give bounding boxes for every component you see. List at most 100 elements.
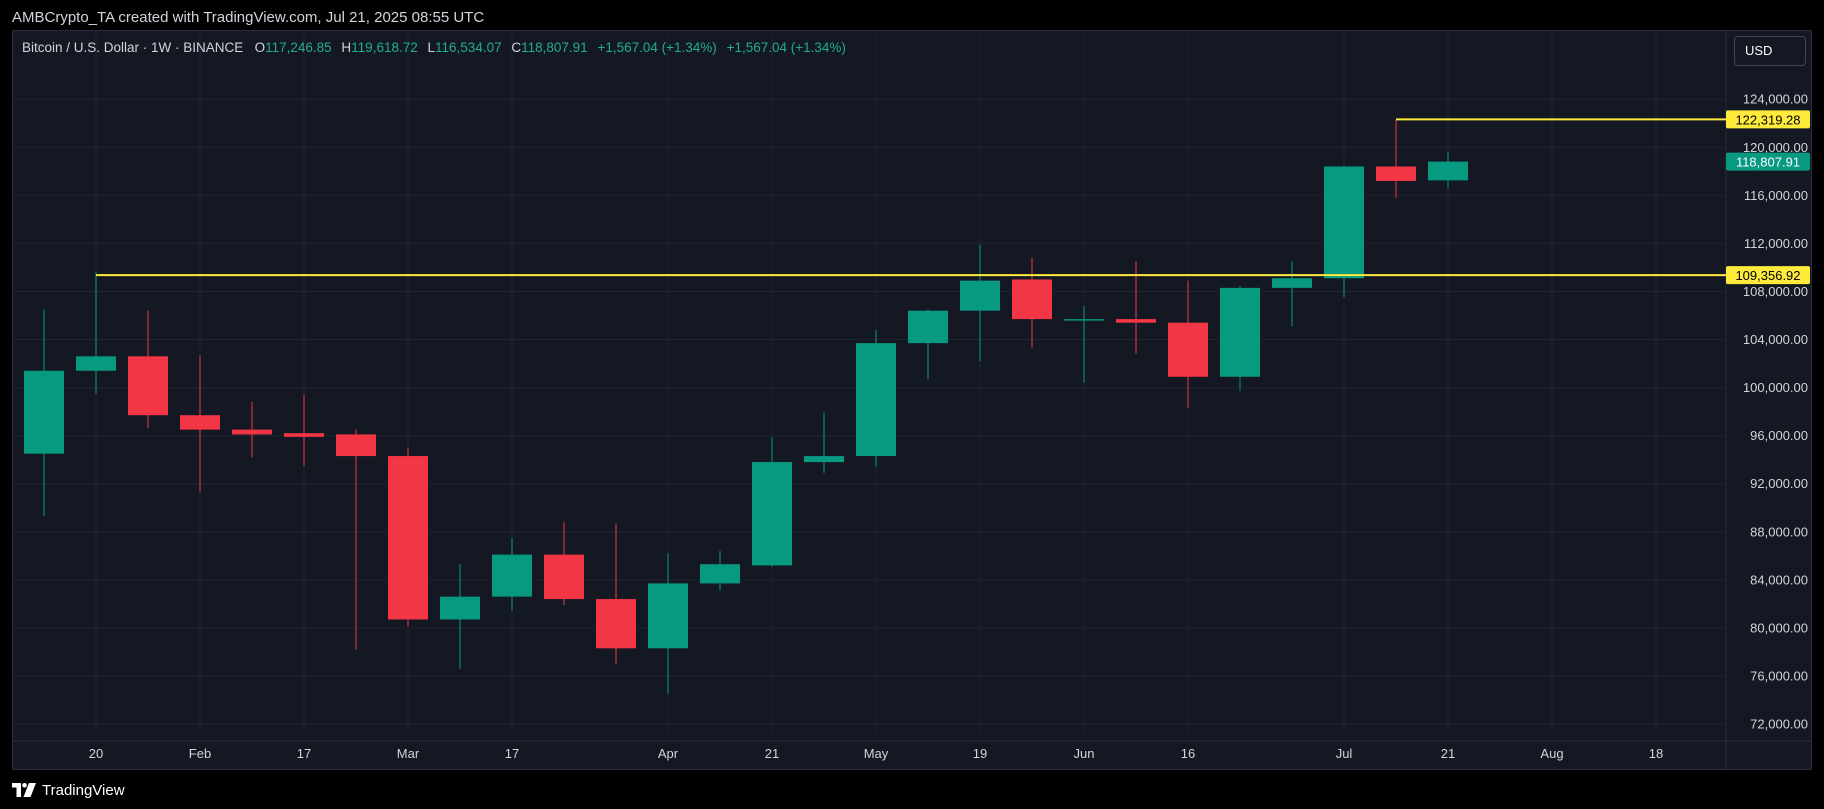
- x-tick-label: 20: [89, 746, 103, 761]
- y-tick-label: 116,000.00: [1744, 188, 1808, 203]
- level-lines: 109,356.92 122,319.28 118,807.91: [96, 110, 1810, 285]
- candle-body: [1116, 319, 1156, 323]
- candle-body: [1324, 166, 1364, 279]
- close-value: 118,807.91: [521, 40, 588, 55]
- candle: [128, 310, 168, 429]
- low-label: L: [427, 40, 436, 55]
- level-label: 109,356.92: [1735, 268, 1800, 283]
- candle-body: [856, 343, 896, 457]
- candle: [336, 429, 376, 650]
- candle-body: [960, 280, 1000, 311]
- candle-body: [1168, 322, 1208, 377]
- axes: 72,000.00 76,000.00 80,000.00 84,000.00 88,0…: [13, 31, 1811, 769]
- symbol-name: Bitcoin / U.S. Dollar · 1W · BINANCE: [22, 40, 244, 55]
- candle: [1064, 305, 1104, 383]
- chart-caption: AMBCrypto_TA created with TradingView.co…: [12, 9, 485, 26]
- candle-body: [700, 564, 740, 584]
- x-tick-label: 17: [297, 746, 311, 761]
- candle: [1116, 261, 1156, 354]
- candle: [440, 564, 480, 669]
- candle-body: [180, 415, 220, 430]
- candle-body: [1272, 278, 1312, 288]
- change-value-secondary: +1,567.04 (+1.34%): [726, 40, 846, 55]
- candle-body: [908, 310, 948, 344]
- candle: [284, 394, 324, 466]
- candle-body: [76, 356, 116, 371]
- candle-body: [648, 583, 688, 649]
- candles: [24, 119, 1468, 694]
- candle: [1428, 151, 1468, 189]
- candle-body: [1220, 287, 1260, 377]
- candle-body: [440, 596, 480, 620]
- x-tick-label: Mar: [397, 746, 420, 761]
- candle-body: [752, 462, 792, 566]
- x-tick-label: Jul: [1336, 746, 1353, 761]
- candle: [752, 436, 792, 567]
- x-tick-label: May: [864, 746, 889, 761]
- level-tag: [1726, 110, 1810, 129]
- last-price-label: 118,807.91: [1736, 155, 1800, 170]
- candle-body: [804, 456, 844, 463]
- y-tick-label: 76,000.00: [1750, 668, 1808, 683]
- candle-body: [388, 456, 428, 620]
- y-tick-label: 72,000.00: [1750, 717, 1808, 732]
- y-tick-label: 108,000.00: [1743, 284, 1808, 299]
- candle-body: [1064, 319, 1104, 321]
- candle: [232, 401, 272, 458]
- candle: [856, 329, 896, 467]
- x-tick-label: Jun: [1074, 746, 1095, 761]
- y-tick-label: 96,000.00: [1750, 428, 1808, 443]
- x-tick-label: 19: [973, 746, 987, 761]
- low-value: 116,534.07: [435, 40, 502, 55]
- tradingview-branding: TradingView: [12, 779, 125, 801]
- close-label: C: [511, 40, 522, 55]
- symbol-legend: Bitcoin / U.S. Dollar · 1W · BINANCE O11…: [22, 40, 852, 55]
- x-tick-label: Apr: [658, 746, 679, 761]
- candle-body: [596, 599, 636, 649]
- candle-body: [492, 554, 532, 597]
- candle: [1324, 165, 1364, 298]
- high-label: H: [341, 40, 352, 55]
- tradingview-logo-icon: [12, 783, 36, 797]
- candle-body: [1012, 279, 1052, 320]
- candle-body: [284, 433, 324, 437]
- y-tick-label: 104,000.00: [1743, 332, 1808, 347]
- candle: [388, 447, 428, 627]
- x-tick-label: 17: [505, 746, 519, 761]
- candle-body: [232, 429, 272, 435]
- x-tick-label: 16: [1181, 746, 1195, 761]
- candle-body: [128, 356, 168, 416]
- candle: [180, 355, 220, 493]
- candle: [804, 412, 844, 473]
- candle: [908, 309, 948, 380]
- x-tick-label: Feb: [189, 746, 211, 761]
- candle: [648, 553, 688, 694]
- y-tick-label: 124,000.00: [1743, 92, 1808, 107]
- candle: [1376, 119, 1416, 198]
- y-tick-label: 112,000.00: [1744, 236, 1808, 251]
- y-tick-label: 120,000.00: [1743, 140, 1808, 155]
- change-value: +1,567.04 (+1.34%): [597, 40, 717, 55]
- currency-button[interactable]: USD: [1734, 36, 1806, 66]
- x-tick-label: 21: [765, 746, 779, 761]
- chart-frame: [12, 30, 1812, 770]
- candle: [700, 550, 740, 591]
- candle: [492, 537, 532, 612]
- candle-body: [1428, 161, 1468, 181]
- y-tick-label: 100,000.00: [1743, 380, 1808, 395]
- level-label: 122,319.28: [1735, 112, 1800, 127]
- level-tag: [1726, 266, 1810, 285]
- tradingview-brand: TradingView: [42, 781, 125, 799]
- candle: [960, 244, 1000, 362]
- high-value: 119,618.72: [351, 40, 418, 55]
- candle-body: [24, 370, 64, 454]
- candle: [596, 523, 636, 664]
- candle-body: [336, 434, 376, 457]
- candle: [1220, 285, 1260, 392]
- candle: [1272, 261, 1312, 327]
- last-price-tag: [1726, 152, 1810, 171]
- candle: [1012, 257, 1052, 348]
- candle: [1168, 280, 1208, 409]
- open-value: 117,246.85: [265, 40, 332, 55]
